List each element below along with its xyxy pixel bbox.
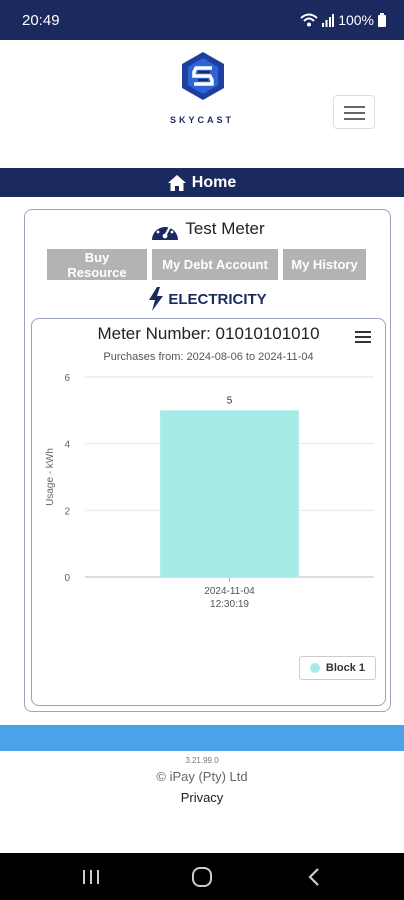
legend-marker xyxy=(309,663,320,673)
menu-line-icon xyxy=(344,112,365,114)
y-tick-label: 2 xyxy=(64,506,70,517)
meter-name: Test Meter xyxy=(185,219,265,238)
y-axis-label: Usage - kWh xyxy=(45,448,56,506)
chart-plot: 0 2 4 6 Usage - kWh 5 2024-11-04 12:30:19 xyxy=(45,373,374,610)
signal-icon xyxy=(322,13,335,27)
meter-title: Test Meter xyxy=(25,216,390,242)
resource-type-label: ELECTRICITY xyxy=(168,290,267,308)
usage-chart: Meter Number: 01010101010 Purchases from… xyxy=(31,318,386,706)
y-tick-label: 0 xyxy=(64,573,70,584)
legend-label: Block 1 xyxy=(325,662,366,674)
status-bar: 20:49 100% xyxy=(0,0,404,40)
menu-line-icon xyxy=(344,106,365,108)
recent-apps-icon[interactable] xyxy=(76,865,106,889)
brand-name: SKYCAST xyxy=(169,115,234,125)
battery-icon xyxy=(378,13,386,27)
resource-type: ELECTRICITY xyxy=(25,287,390,311)
app-header: SKYCAST xyxy=(0,40,404,168)
copyright: © iPay (Pty) Ltd xyxy=(156,769,248,784)
status-time: 20:49 xyxy=(22,12,60,29)
home-nav-icon[interactable] xyxy=(187,865,217,889)
bar xyxy=(160,410,299,577)
gauge-icon xyxy=(152,221,179,240)
status-icons: 100% xyxy=(300,12,386,28)
y-tick-label: 4 xyxy=(64,440,70,451)
my-history-button[interactable]: My History xyxy=(283,249,366,280)
footer: 3.21.99.0 © iPay (Pty) Ltd Privacy xyxy=(0,754,404,805)
home-label: Home xyxy=(191,173,237,191)
buy-resource-button[interactable]: Buy Resource xyxy=(47,249,147,280)
action-buttons: Buy Resource My Debt Account My History xyxy=(47,249,366,280)
skycast-logo xyxy=(182,52,224,100)
back-icon[interactable] xyxy=(300,865,330,889)
chart-title: Meter Number: 01010101010 xyxy=(97,324,320,343)
home-icon xyxy=(167,174,186,191)
battery-percent: 100% xyxy=(338,12,374,28)
meter-card: Test Meter Buy Resource My Debt Account … xyxy=(24,209,391,712)
chart-subtitle: Purchases from: 2024-08-06 to 2024-11-04 xyxy=(103,351,314,363)
chart-legend[interactable]: Block 1 xyxy=(299,656,376,680)
wifi-icon xyxy=(300,13,318,27)
home-nav-bar[interactable]: Home xyxy=(0,168,404,197)
privacy-link[interactable]: Privacy xyxy=(180,790,224,805)
hamburger-menu-button[interactable] xyxy=(333,95,375,129)
menu-line-icon xyxy=(344,118,365,120)
system-nav-bar xyxy=(0,853,404,900)
y-tick-label: 6 xyxy=(64,373,70,384)
my-debt-account-button[interactable]: My Debt Account xyxy=(152,249,278,280)
x-tick-label: 2024-11-04 12:30:19 xyxy=(204,586,255,610)
accent-strip xyxy=(0,725,404,751)
lightning-icon xyxy=(149,287,164,311)
app-version: 3.21.99.0 xyxy=(185,756,219,765)
data-label: 5 xyxy=(227,395,233,406)
chart-menu-icon[interactable] xyxy=(355,331,371,345)
